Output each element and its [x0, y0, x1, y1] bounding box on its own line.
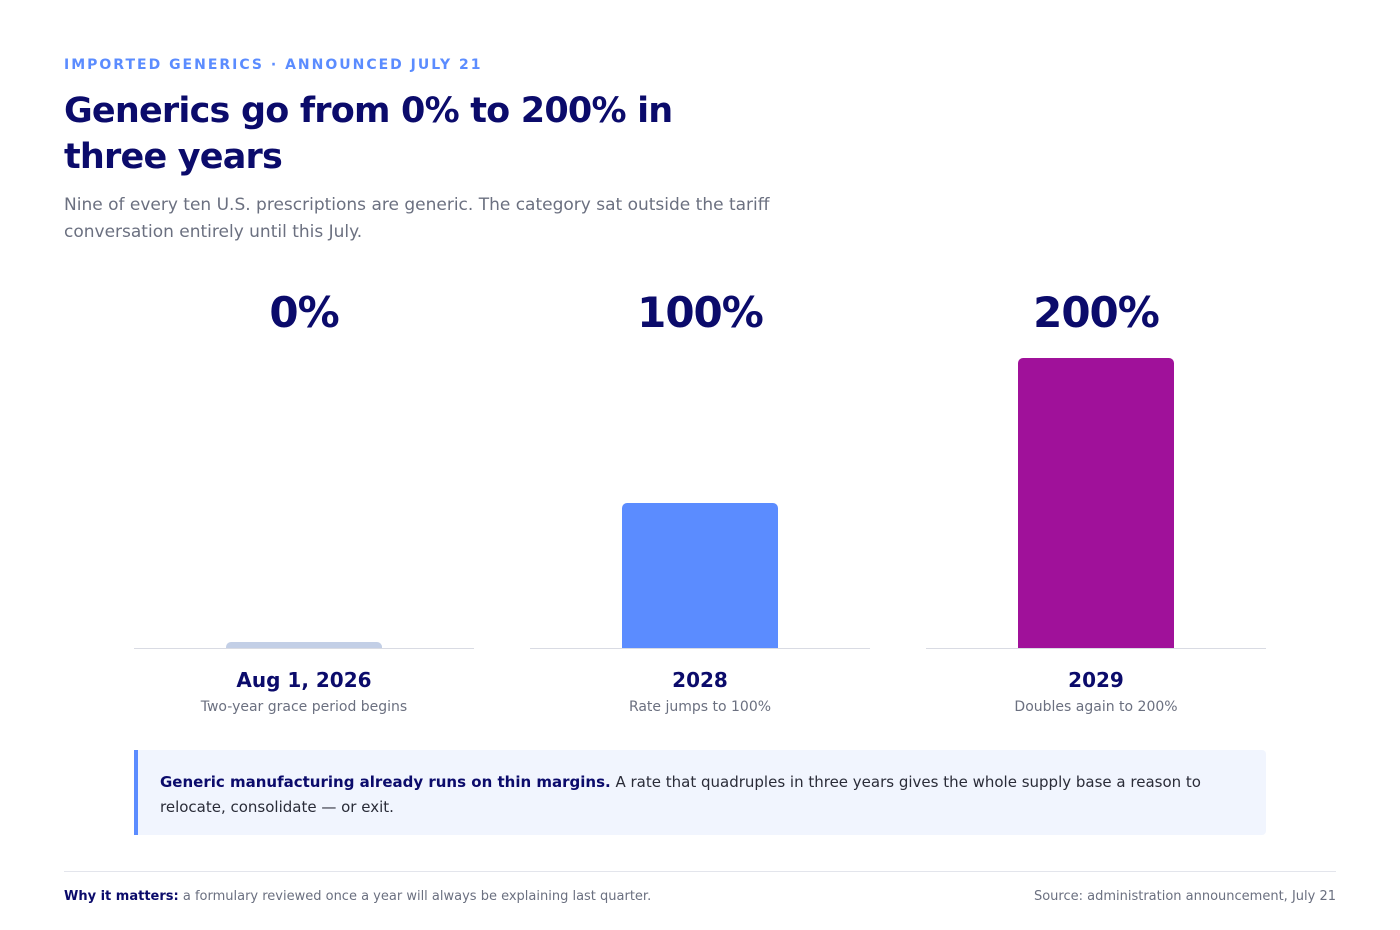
bar — [622, 503, 778, 648]
baseline — [530, 648, 870, 649]
bar-chart: 0% Aug 1, 2026 Two-year grace period beg… — [0, 270, 1400, 730]
value-label: 0% — [269, 288, 339, 337]
why-label: Why it matters: — [64, 889, 179, 904]
footer-divider — [64, 871, 1336, 872]
bar-column-1: 0% Aug 1, 2026 Two-year grace period beg… — [134, 270, 474, 730]
bar-column-2: 100% 2028 Rate jumps to 100% — [530, 270, 870, 730]
callout-text: A rate that quadruples in three years gi… — [160, 773, 1201, 816]
value-label: 100% — [637, 288, 764, 337]
callout-box: Generic manufacturing already runs on th… — [134, 750, 1266, 835]
baseline — [926, 648, 1266, 649]
chart-title: Generics go from 0% to 200% in three yea… — [64, 91, 673, 177]
why-text: a formulary reviewed once a year will al… — [182, 889, 652, 904]
bar-column-3: 200% 2029 Doubles again to 200% — [926, 270, 1266, 730]
value-label: 200% — [1033, 288, 1160, 337]
callout-strong: Generic manufacturing already runs on th… — [160, 773, 611, 791]
period-description: Two-year grace period begins — [200, 699, 408, 715]
bar — [226, 642, 382, 648]
why-it-matters: Why it matters: a formulary reviewed onc… — [64, 889, 651, 904]
bar — [1018, 358, 1174, 648]
period-label: 2028 — [672, 668, 728, 692]
baseline — [134, 648, 474, 649]
eyebrow-label: IMPORTED GENERICS · ANNOUNCED JULY 21 — [64, 57, 483, 73]
source-note: Source: administration announcement, Jul… — [1033, 889, 1336, 904]
period-label: Aug 1, 2026 — [236, 668, 372, 692]
chart-subtitle: Nine of every ten U.S. prescriptions are… — [64, 195, 770, 242]
period-description: Rate jumps to 100% — [628, 699, 772, 715]
period-label: 2029 — [1068, 668, 1124, 692]
period-description: Doubles again to 200% — [1014, 699, 1178, 715]
